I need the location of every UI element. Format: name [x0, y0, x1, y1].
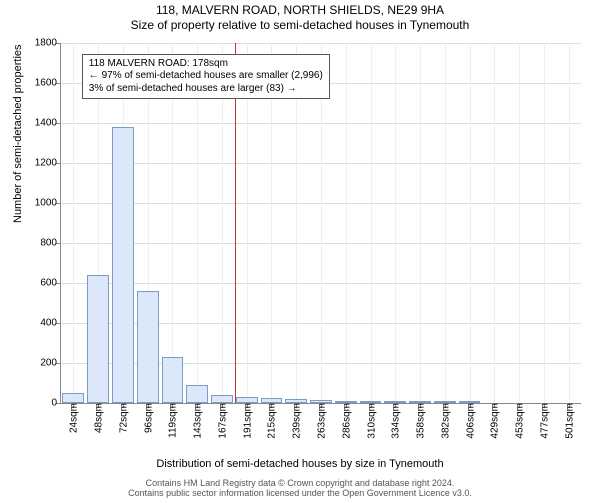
- ytick-label: 1000: [35, 198, 61, 209]
- ytick-label: 1200: [35, 158, 61, 169]
- footer-line-2: Contains public sector information licen…: [0, 488, 600, 498]
- xtick-label: 310sqm: [364, 403, 377, 439]
- annotation-line-3: 3% of semi-detached houses are larger (8…: [89, 83, 323, 96]
- annotation-line-2: ← 97% of semi-detached houses are smalle…: [89, 70, 323, 83]
- histogram-bar: [186, 385, 208, 403]
- attribution-footer: Contains HM Land Registry data © Crown c…: [0, 478, 600, 499]
- gridline-v: [445, 43, 446, 403]
- xtick-label: 334sqm: [389, 403, 402, 439]
- y-axis-label: Number of semi-detached properties: [12, 44, 24, 223]
- annotation-line-1: 118 MALVERN ROAD: 178sqm: [89, 58, 323, 71]
- page-subtitle: Size of property relative to semi-detach…: [0, 18, 600, 32]
- xtick-label: 358sqm: [414, 403, 427, 439]
- xtick-label: 382sqm: [438, 403, 451, 439]
- ytick-label: 1400: [35, 118, 61, 129]
- gridline-v: [494, 43, 495, 403]
- xtick-label: 72sqm: [116, 403, 129, 433]
- gridline-v: [420, 43, 421, 403]
- xtick-label: 24sqm: [67, 403, 80, 433]
- page-title: 118, MALVERN ROAD, NORTH SHIELDS, NE29 9…: [0, 3, 600, 17]
- ytick-label: 600: [40, 278, 61, 289]
- histogram-bar: [62, 393, 84, 403]
- histogram-bar: [162, 357, 184, 403]
- gridline-v: [569, 43, 570, 403]
- histogram-bar: [137, 291, 159, 403]
- xtick-label: 239sqm: [290, 403, 303, 439]
- ytick-label: 800: [40, 238, 61, 249]
- gridline-v: [371, 43, 372, 403]
- gridline-v: [73, 43, 74, 403]
- xtick-label: 215sqm: [265, 403, 278, 439]
- xtick-label: 453sqm: [513, 403, 526, 439]
- ytick-label: 400: [40, 318, 61, 329]
- gridline-v: [470, 43, 471, 403]
- histogram-bar: [87, 275, 109, 403]
- xtick-label: 406sqm: [463, 403, 476, 439]
- ytick-label: 200: [40, 358, 61, 369]
- xtick-label: 477sqm: [537, 403, 550, 439]
- histogram-bar: [112, 127, 134, 403]
- footer-line-1: Contains HM Land Registry data © Crown c…: [0, 478, 600, 488]
- annotation-box: 118 MALVERN ROAD: 178sqm← 97% of semi-de…: [82, 54, 330, 100]
- xtick-label: 48sqm: [92, 403, 105, 433]
- xtick-label: 167sqm: [215, 403, 228, 439]
- histogram-bar: [211, 395, 233, 403]
- xtick-label: 501sqm: [562, 403, 575, 439]
- xtick-label: 429sqm: [488, 403, 501, 439]
- gridline-v: [346, 43, 347, 403]
- ytick-label: 0: [51, 398, 61, 409]
- histogram-chart: 02004006008001000120014001600180024sqm48…: [60, 43, 580, 403]
- xtick-label: 96sqm: [141, 403, 154, 433]
- xtick-label: 119sqm: [166, 403, 179, 438]
- ytick-label: 1800: [35, 38, 61, 49]
- plot-area: 02004006008001000120014001600180024sqm48…: [60, 43, 581, 404]
- gridline-v: [519, 43, 520, 403]
- xtick-label: 263sqm: [315, 403, 328, 439]
- gridline-v: [544, 43, 545, 403]
- xtick-label: 286sqm: [339, 403, 352, 439]
- xtick-label: 191sqm: [240, 403, 253, 439]
- xtick-label: 143sqm: [191, 403, 204, 439]
- ytick-label: 1600: [35, 78, 61, 89]
- x-axis-label: Distribution of semi-detached houses by …: [0, 458, 600, 470]
- gridline-v: [395, 43, 396, 403]
